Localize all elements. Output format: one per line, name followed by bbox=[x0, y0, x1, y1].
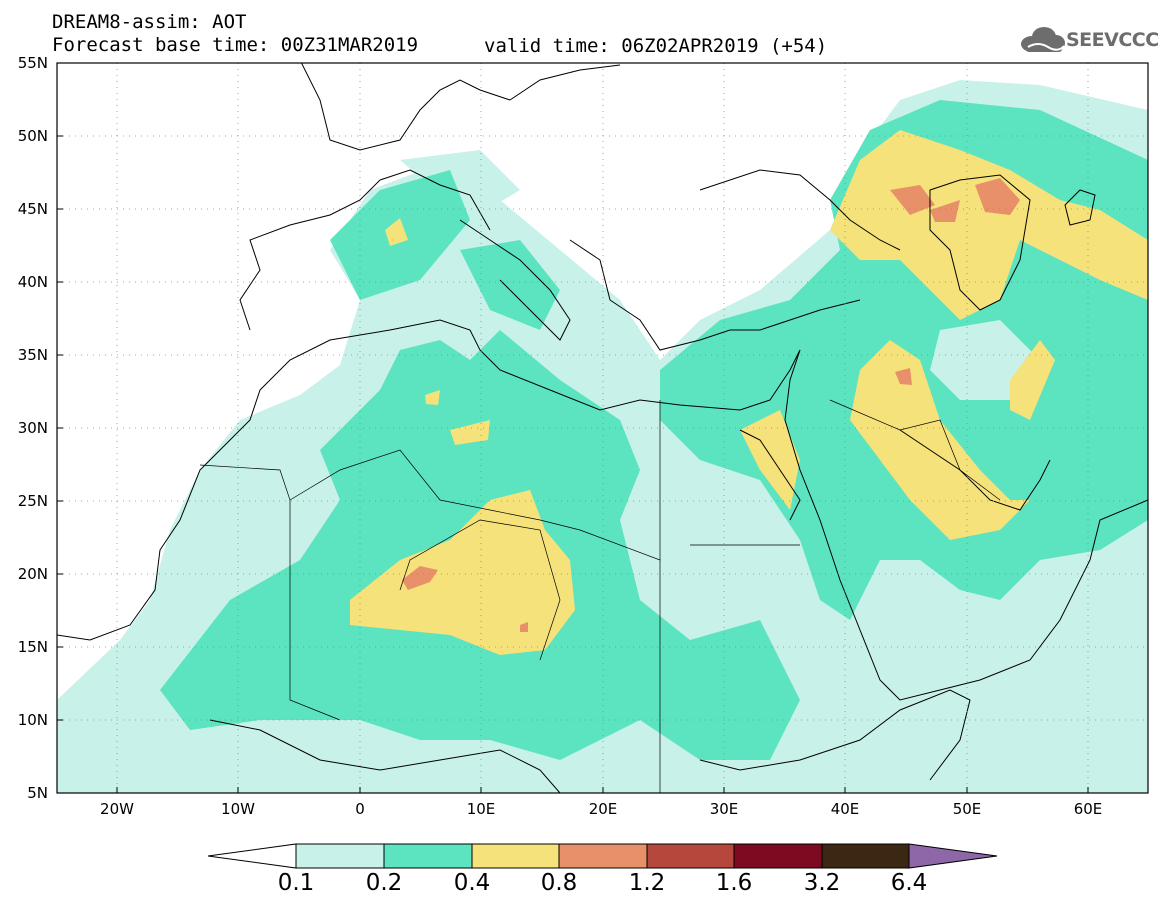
cloud-icon bbox=[1021, 27, 1065, 52]
colorbar-bin bbox=[646, 843, 735, 869]
lat-label: 20N bbox=[17, 565, 48, 583]
lon-label: 60E bbox=[1073, 800, 1103, 818]
lon-label: 50E bbox=[952, 800, 982, 818]
logo-text: SEEVCCC bbox=[1066, 29, 1159, 51]
colorbar-bin bbox=[471, 843, 560, 869]
lat-label: 25N bbox=[17, 492, 48, 510]
colorbar-tick-label: 0.1 bbox=[277, 870, 315, 896]
colorbar-bin bbox=[821, 843, 910, 869]
colorbar-tick-label: 0.4 bbox=[453, 870, 491, 896]
lat-label: 50N bbox=[17, 127, 48, 145]
coastlines bbox=[57, 63, 1148, 793]
lat-label: 5N bbox=[27, 784, 48, 802]
lon-label: 20W bbox=[100, 800, 134, 818]
lat-label: 35N bbox=[17, 346, 48, 364]
colorbar-low-triangle bbox=[207, 843, 297, 869]
axis-ticks bbox=[57, 62, 1089, 794]
lat-label: 55N bbox=[17, 54, 48, 72]
colorbar-high-triangle bbox=[908, 843, 998, 869]
lat-label: 45N bbox=[17, 200, 48, 218]
colorbar-bin bbox=[383, 843, 473, 869]
lon-label: 10W bbox=[221, 800, 255, 818]
lat-label: 30N bbox=[17, 419, 48, 437]
aot-field bbox=[57, 80, 1148, 793]
colorbar-tick-label: 0.2 bbox=[365, 870, 403, 896]
lon-label: 0 bbox=[355, 800, 365, 818]
lon-label: 30E bbox=[709, 800, 739, 818]
colorbar bbox=[207, 843, 998, 869]
colorbar-tick-label: 1.2 bbox=[628, 870, 666, 896]
colorbar-bin bbox=[558, 843, 648, 869]
colorbar-tick-label: 6.4 bbox=[890, 870, 928, 896]
lon-label: 10E bbox=[466, 800, 496, 818]
colorbar-tick-label: 1.6 bbox=[715, 870, 753, 896]
lat-label: 40N bbox=[17, 273, 48, 291]
chart-title: DREAM8-assim: AOT bbox=[52, 11, 247, 33]
lon-label: 20E bbox=[588, 800, 618, 818]
lon-label: 40E bbox=[830, 800, 860, 818]
colorbar-bin bbox=[295, 843, 385, 869]
forecast-base-time: Forecast base time: 00Z31MAR2019 bbox=[52, 34, 419, 56]
lat-label: 10N bbox=[17, 711, 48, 729]
lat-label: 15N bbox=[17, 638, 48, 656]
valid-time: valid time: 06Z02APR2019 (+54) bbox=[484, 35, 828, 57]
colorbar-bin bbox=[733, 843, 823, 869]
colorbar-tick-label: 3.2 bbox=[803, 870, 841, 896]
colorbar-tick-label: 0.8 bbox=[540, 870, 578, 896]
